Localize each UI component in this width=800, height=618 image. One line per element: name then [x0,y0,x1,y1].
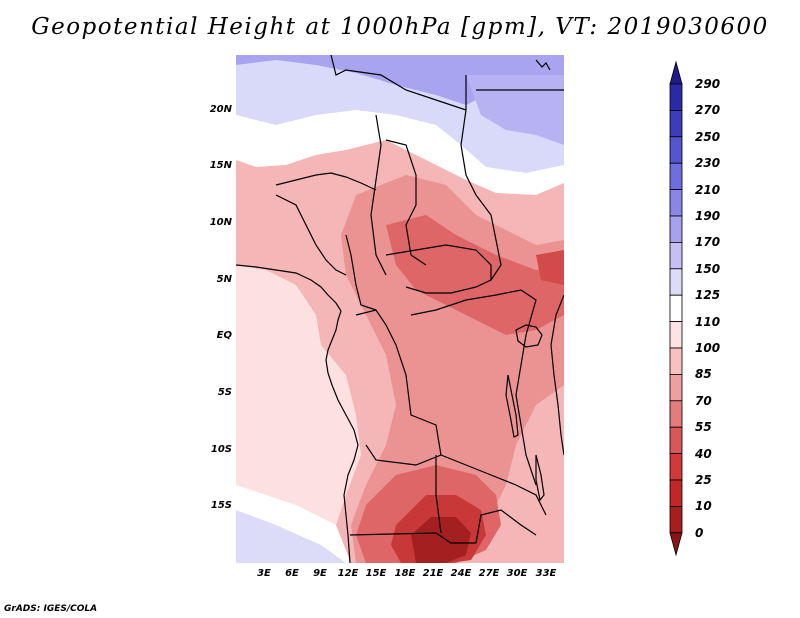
colorbar-top-triangle [669,60,683,85]
geopotential-field-map [236,55,564,563]
colorbar-tick-label: 270 [695,103,721,118]
colorbar-tick-label: 250 [695,129,721,144]
colorbar-tick-label: 25 [695,473,712,487]
lat-label: 5N [216,274,232,285]
colorbar-bottom-triangle [669,532,683,557]
coastline-west-africa [236,264,342,312]
colorbar-box [669,426,683,455]
border-sudan [460,75,502,281]
border-zambia [440,454,547,516]
lon-label: 30E [506,568,528,579]
lake-tanganyika [505,374,519,438]
border-sahel-2 [370,114,387,276]
map-plot-area [236,55,564,563]
coastline-red-sea [535,59,551,71]
colorbar-tick-label: 110 [695,314,721,329]
coastline-east [550,294,564,456]
colorbar-box [669,268,683,296]
colorbar-box [669,505,683,534]
colorbar-tick-label: 40 [695,446,712,461]
field-deep-red-east [536,250,564,285]
colorbar-tick-label: 290 [695,77,721,91]
border-sahel-1 [275,172,377,191]
colorbar-box [669,479,683,507]
colorbar-box [669,162,683,190]
border-namibia [349,532,476,544]
border-drc-east [410,289,537,486]
colorbar-box [669,241,683,270]
colorbar-tick-label: 230 [695,156,721,171]
field-southwest-white [236,485,351,563]
lat-label: 5S [217,387,232,398]
lat-label: 10S [210,444,232,455]
lon-label: 12E [337,568,359,579]
colorbar-tick-label: 70 [695,393,712,408]
colorbar-box [669,321,683,349]
colorbar-tick-label: 210 [695,182,721,197]
lake-victoria [515,324,543,348]
border-car [385,244,492,294]
colorbar-tick-label: 100 [695,341,721,355]
colorbar-tick-label: 55 [695,420,712,435]
colorbar-box [669,347,683,375]
colorbar-box [669,373,683,402]
map-title: Geopotential Height at 1000hPa [gpm], VT… [31,14,769,40]
colorbar-box [669,453,683,481]
lon-label: 21E [422,568,444,579]
border-cameroon [345,234,377,311]
colorbar-tick-label: 85 [695,367,712,382]
field-darkest-red [411,517,471,563]
country-borders [236,55,564,563]
field-red [386,215,564,335]
field-white-band [236,110,564,195]
lon-label: 33E [535,568,557,579]
lon-label: 3E [257,568,271,579]
colorbar-box [669,215,683,243]
colorbar-box [669,189,683,217]
lake-malawi [535,454,545,502]
credit-text: GrADS: IGES/COLA [4,604,98,614]
colorbar-box [669,400,683,428]
lon-label: 27E [478,568,500,579]
lon-label: 24E [450,568,472,579]
border-drc-west [355,309,442,466]
lat-label: 10N [209,217,232,228]
field-southwest-blue [236,510,346,563]
lat-label: 15S [210,500,232,511]
colorbar-box [669,83,683,111]
lon-label: 6E [285,568,299,579]
lon-label: 9E [313,568,327,579]
colorbar-tick-label: 150 [695,261,721,276]
lon-label: 15E [365,568,387,579]
coastline-central-west [325,310,359,563]
colorbar-tick-label: 170 [695,235,721,250]
border-nigeria [275,194,347,276]
lat-label: 15N [209,160,232,171]
lat-label: 20N [209,104,232,115]
border-angola-zambia [435,455,442,534]
colorbar-box [669,110,683,138]
colorbar-legend [669,60,683,557]
colorbar-box [669,294,683,322]
colorbar-tick-label: 0 [695,525,704,540]
lat-label: EQ [216,330,232,341]
colorbar-tick-label: 125 [695,288,721,303]
colorbar-tick-label: 190 [695,209,721,223]
colorbar-tick-label: 10 [695,499,712,514]
border-chad [385,139,427,266]
lon-label: 18E [394,568,416,579]
border-botswana [475,509,537,544]
border-sahel-3 [330,55,467,111]
colorbar-box [669,136,683,164]
field-north-blue-east [466,75,564,145]
